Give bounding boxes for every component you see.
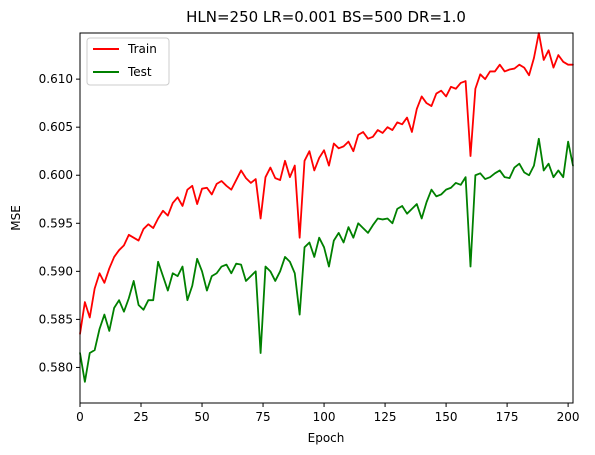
y-tick-label: 0.600 — [39, 168, 73, 182]
y-tick-label: 0.595 — [39, 216, 73, 230]
y-axis-ticks: 0.580 0.585 0.590 0.595 0.600 0.605 0.610 — [39, 72, 80, 374]
legend: Train Test — [86, 37, 170, 86]
y-tick-label: 0.610 — [39, 72, 73, 86]
x-axis-ticks: 0 25 50 75 100 125 150 175 200 — [76, 403, 580, 424]
x-tick-label: 150 — [435, 410, 458, 424]
x-tick-label: 200 — [557, 410, 580, 424]
y-tick-label: 0.580 — [39, 360, 73, 374]
chart-title: HLN=250 LR=0.001 BS=500 DR=1.0 — [186, 8, 466, 26]
x-tick-label: 75 — [255, 410, 270, 424]
series-layer — [80, 33, 573, 382]
x-axis-label: Epoch — [308, 431, 345, 445]
legend-label-test: Test — [127, 65, 152, 79]
y-tick-label: 0.590 — [39, 264, 73, 278]
y-tick-label: 0.585 — [39, 312, 73, 326]
plot-background — [80, 33, 573, 403]
y-tick-label: 0.605 — [39, 120, 73, 134]
x-tick-label: 50 — [194, 410, 209, 424]
x-tick-label: 100 — [313, 410, 336, 424]
x-tick-label: 175 — [496, 410, 519, 424]
plot-area — [80, 33, 573, 403]
plot-frame — [79, 32, 574, 404]
x-tick-label: 125 — [374, 410, 397, 424]
series-line-test — [80, 139, 573, 382]
y-axis-label: MSE — [9, 205, 23, 231]
x-tick-label: 25 — [133, 410, 148, 424]
series-line-train — [80, 33, 573, 334]
x-tick-label: 0 — [76, 410, 84, 424]
legend-label-train: Train — [127, 42, 157, 56]
